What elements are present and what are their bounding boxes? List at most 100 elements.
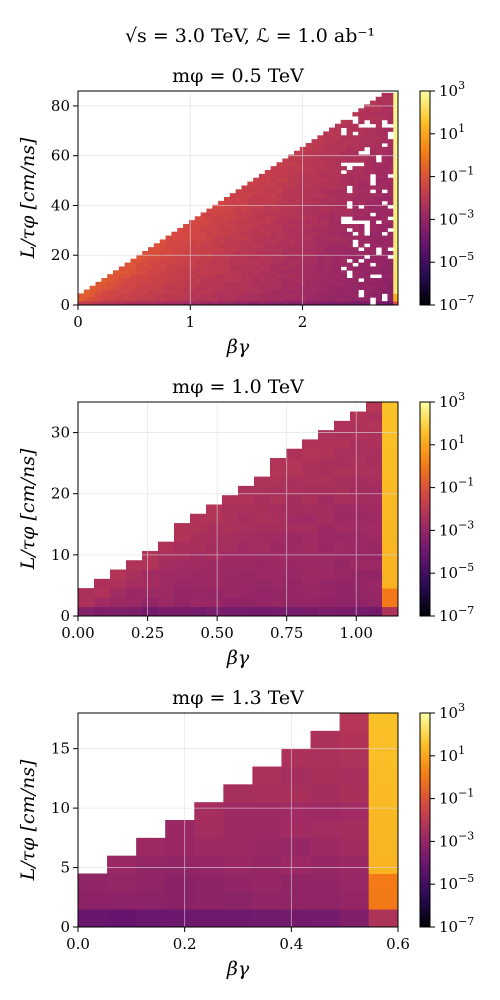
heatmap-cell [264,301,272,305]
heatmap-cell [334,220,342,225]
heatmap-cell [352,197,359,202]
heatmap-cell [142,278,149,283]
heatmap-cell [294,197,301,202]
heatmap-cell [352,254,359,260]
heatmap-cell [206,231,213,236]
heatmap-cell [200,220,207,225]
heatmap-cell [352,270,359,275]
heatmap-cell [223,873,253,892]
heatmap-cell [223,802,253,821]
heatmap-cell [368,855,398,874]
heatmap-cell [270,181,277,186]
heatmap-cell [350,569,367,580]
heatmap-cell [368,837,398,857]
heatmap-cell [253,185,260,190]
heatmap-cell [101,293,108,298]
heatmap-cell [276,293,283,298]
heatmap-cell [346,208,353,213]
heatmap-cell [253,301,260,305]
heatmap-cell [346,119,353,125]
heatmap-cell [254,495,271,505]
heatmap-cell [258,281,266,287]
heatmap-cell [387,119,394,125]
heatmap-cell [387,231,394,236]
heatmap-cell [136,254,143,260]
heatmap-cell [318,597,335,608]
heatmap-cell [241,285,248,290]
heatmap-cell [346,289,353,294]
heatmap-cell [334,189,342,194]
heatmap-cell [334,476,351,487]
heatmap-cell [148,281,155,287]
heatmap-cell [350,578,367,589]
heatmap-cell [311,262,318,267]
heatmap-cell [252,820,282,839]
heatmap-cell [282,197,289,202]
heatmap-cell [358,181,365,186]
heatmap-cell [299,231,307,236]
heatmap-cell [302,550,319,561]
heatmap-cell [393,293,398,298]
heatmap-cell [148,266,155,271]
heatmap-cell [334,143,342,148]
heatmap-cell [235,293,242,298]
heatmap-cell [329,204,336,209]
heatmap-cell [310,766,340,785]
heatmap-cell [323,274,330,279]
heatmap-cell [241,251,248,256]
heatmap-cell [270,197,277,202]
heatmap-cell [270,278,277,283]
heatmap-cell [329,166,336,171]
heatmap-cell [381,154,388,159]
heatmap-cell [113,281,120,287]
heatmap-cell [305,247,312,252]
heatmap-cell [188,247,196,252]
heatmap-cell [241,270,248,275]
heatmap-cell [381,208,388,213]
heatmap-cell [264,208,272,213]
heatmap-cell [375,189,383,194]
heatmap-cell [238,569,255,580]
heatmap-cell [153,266,161,271]
heatmap-cell [299,216,307,221]
heatmap-cell [369,216,377,221]
heatmap-cell [253,258,260,263]
heatmap-cell [222,550,239,561]
heatmap-cell [352,247,359,252]
heatmap-cell [241,185,248,190]
heatmap-cell [254,476,271,487]
heatmap-cell [165,278,172,283]
heatmap-cell [171,285,178,290]
heatmap-cell [148,254,155,260]
heatmap-cell [375,170,383,175]
heatmap-cell [369,139,377,144]
heatmap-cell [364,301,371,305]
heatmap-cell [270,235,277,240]
heatmap-cell [288,274,295,279]
heatmap-cell [302,532,319,543]
heatmap-cell [241,193,248,198]
heatmap-cell [381,131,388,136]
heatmap-cell [393,220,398,225]
heatmap-cell [188,251,196,256]
heatmap-cell [364,158,371,163]
heatmap-cell [241,216,248,221]
heatmap-cell [317,224,324,229]
heatmap-cell [118,293,126,298]
heatmap-cell [299,181,307,186]
heatmap-cell [294,254,301,260]
heatmap-cell [218,293,225,298]
heatmap-cell [329,216,336,221]
heatmap-cell [264,212,272,217]
heatmap-cell [174,560,191,570]
heatmap-cell [350,430,367,440]
heatmap-cell [113,301,120,305]
heatmap-cell [334,154,342,159]
heatmap-cell [369,270,377,275]
heatmap-cell [288,212,295,217]
heatmap-cell [368,730,398,750]
heatmap-cell [258,197,266,202]
heatmap-cell [299,162,307,167]
heatmap-cell [381,204,388,209]
